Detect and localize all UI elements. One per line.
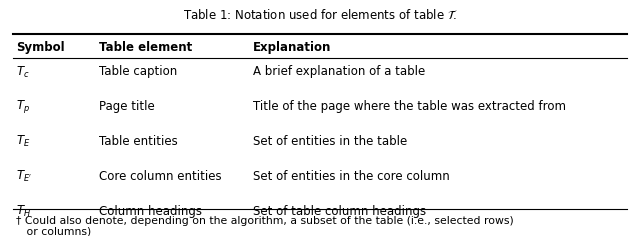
Text: $T_{E'}$: $T_{E'}$ bbox=[16, 169, 33, 184]
Text: $T_p$: $T_p$ bbox=[16, 98, 30, 115]
Text: Table element: Table element bbox=[99, 41, 193, 54]
Text: Table caption: Table caption bbox=[99, 65, 177, 79]
Text: Set of entities in the table: Set of entities in the table bbox=[253, 135, 407, 148]
Text: A brief explanation of a table: A brief explanation of a table bbox=[253, 65, 425, 79]
Text: † Could also denote, depending on the algorithm, a subset of the table (i.e., se: † Could also denote, depending on the al… bbox=[16, 216, 514, 226]
Text: Page title: Page title bbox=[99, 100, 155, 114]
Text: Set of table column headings: Set of table column headings bbox=[253, 205, 426, 218]
Text: $T_c$: $T_c$ bbox=[16, 64, 29, 80]
Text: Table 1: Notation used for elements of table $\mathcal{T}$.: Table 1: Notation used for elements of t… bbox=[182, 8, 458, 22]
Text: $T_E$: $T_E$ bbox=[16, 134, 30, 149]
Text: Symbol: Symbol bbox=[16, 41, 65, 54]
Text: Table entities: Table entities bbox=[99, 135, 178, 148]
Text: or columns): or columns) bbox=[16, 227, 92, 236]
Text: $T_H$: $T_H$ bbox=[16, 204, 31, 219]
Text: Column headings: Column headings bbox=[99, 205, 202, 218]
Text: Core column entities: Core column entities bbox=[99, 170, 222, 183]
Text: Explanation: Explanation bbox=[253, 41, 331, 54]
Text: Title of the page where the table was extracted from: Title of the page where the table was ex… bbox=[253, 100, 566, 114]
Text: Set of entities in the core column: Set of entities in the core column bbox=[253, 170, 449, 183]
